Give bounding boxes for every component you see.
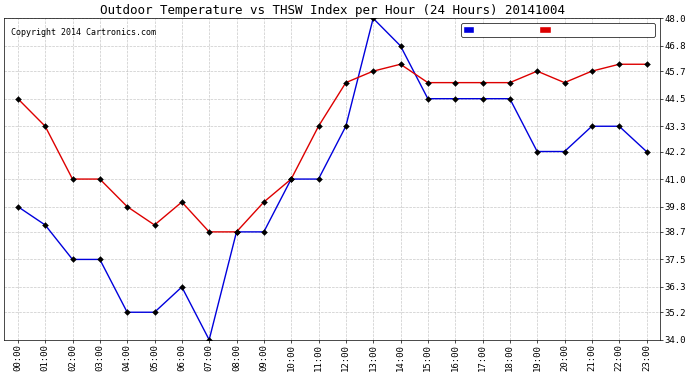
Legend: THSW  (°F), Temperature  (°F): THSW (°F), Temperature (°F): [461, 23, 656, 37]
Title: Outdoor Temperature vs THSW Index per Hour (24 Hours) 20141004: Outdoor Temperature vs THSW Index per Ho…: [99, 4, 564, 17]
Text: Copyright 2014 Cartronics.com: Copyright 2014 Cartronics.com: [11, 28, 156, 37]
